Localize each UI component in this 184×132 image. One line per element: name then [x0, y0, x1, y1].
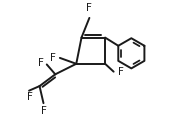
Text: F: F	[86, 3, 92, 13]
Text: F: F	[27, 92, 33, 102]
Text: F: F	[118, 67, 123, 77]
Text: F: F	[38, 58, 44, 68]
Text: F: F	[41, 106, 47, 116]
Text: F: F	[50, 53, 56, 63]
